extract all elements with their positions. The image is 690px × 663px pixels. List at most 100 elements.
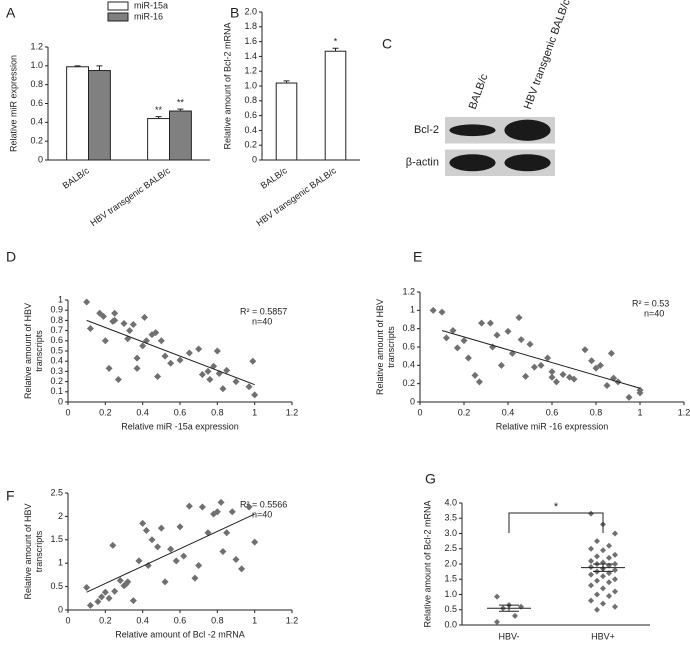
error-bar	[155, 116, 162, 119]
point	[512, 612, 518, 619]
bar	[324, 50, 347, 161]
r-squared: R² = 0.5566	[240, 499, 287, 509]
point	[504, 327, 512, 335]
panel-label: E	[413, 249, 422, 265]
point	[185, 349, 193, 357]
point	[636, 389, 644, 397]
error-bar	[96, 65, 103, 71]
x-tick-label: 0.8	[590, 407, 603, 417]
point	[606, 593, 612, 600]
bar	[88, 70, 111, 161]
point	[588, 582, 594, 589]
x-tick-label: 1.2	[286, 615, 299, 625]
legend-swatch	[107, 1, 129, 11]
y-tick-label: 2.0	[244, 6, 257, 16]
point	[588, 510, 594, 517]
point	[494, 593, 500, 600]
blot-band	[504, 119, 551, 141]
y-tick-label: 1.0	[30, 60, 43, 70]
point	[625, 393, 633, 401]
point	[594, 606, 600, 613]
y-tick-label: 2	[58, 511, 63, 521]
y-tick-label: 3.0	[444, 528, 457, 538]
point	[105, 364, 113, 372]
r-squared: R² = 0.53	[632, 298, 669, 308]
point	[223, 529, 231, 537]
point	[251, 391, 259, 399]
x-tick-label: 0.4	[136, 407, 149, 417]
point	[594, 538, 600, 545]
point	[204, 367, 212, 375]
point	[191, 574, 199, 582]
point	[86, 601, 94, 609]
y-axis-title: Relative amount of HBV	[375, 299, 385, 395]
point	[176, 356, 184, 364]
x-tick-label: HBV+	[591, 631, 615, 641]
legend-label: miR-16	[134, 11, 163, 21]
point	[581, 346, 589, 354]
y-axis-title: Relative amount of Bcl-2 mRNA	[222, 22, 232, 149]
x-tick-label: 0.6	[174, 615, 187, 625]
y-tick-label: 0.4	[244, 125, 257, 135]
point	[245, 383, 253, 391]
point	[548, 368, 556, 376]
point	[612, 588, 618, 595]
point	[515, 314, 523, 322]
error-bar	[332, 47, 339, 52]
point	[612, 530, 618, 537]
y-tick-label: 1.0	[244, 80, 257, 90]
point	[217, 498, 225, 506]
y-tick-label: 2.0	[444, 558, 457, 568]
point	[478, 319, 486, 327]
point	[497, 361, 505, 369]
x-tick-label: 1	[637, 407, 642, 417]
y-tick-label: 1.5	[444, 574, 457, 584]
y-tick-label: 0.6	[402, 341, 415, 351]
point	[251, 538, 259, 546]
point	[198, 503, 206, 511]
point	[198, 370, 206, 378]
point	[552, 378, 560, 386]
point	[612, 567, 618, 574]
trendline	[86, 513, 255, 593]
point	[101, 337, 109, 345]
error-bar	[74, 65, 81, 67]
point	[612, 576, 618, 583]
y-tick-label: 0.8	[244, 95, 257, 105]
y-tick-label: 0.7	[50, 325, 63, 335]
y-tick-label: 0.4	[50, 356, 63, 366]
y-tick-label: 0.5	[50, 345, 63, 355]
point	[517, 336, 525, 344]
point	[167, 359, 175, 367]
error-bar	[593, 563, 613, 572]
point	[612, 551, 618, 558]
point	[111, 587, 119, 595]
error-bar	[177, 108, 184, 112]
x-tick-label: 1.2	[678, 407, 690, 417]
y-tick-label: 0	[252, 154, 257, 164]
point	[111, 309, 119, 317]
point	[559, 371, 567, 378]
significance: *	[334, 37, 338, 47]
y-tick-label: 1.5	[50, 534, 63, 544]
y-tick-label: 0.6	[244, 110, 257, 120]
x-tick-label: 0.2	[99, 615, 112, 625]
x-tick-label: 0	[417, 407, 422, 417]
point	[612, 603, 618, 610]
point	[588, 597, 594, 604]
y-tick-label: 1.8	[244, 21, 257, 31]
y-tick-label: 0.8	[50, 315, 63, 325]
point	[213, 347, 221, 355]
y-tick-label: 1	[58, 294, 63, 304]
x-tick-label: 0	[65, 615, 70, 625]
point	[109, 541, 117, 549]
x-tick-label: 0.2	[99, 407, 112, 417]
n-label: n=40	[644, 308, 664, 318]
point	[460, 337, 468, 345]
point	[486, 319, 494, 327]
point	[83, 584, 91, 592]
point	[133, 354, 141, 362]
point	[99, 312, 107, 320]
y-axis-title: Relative miR expression	[8, 55, 18, 152]
point	[219, 385, 227, 393]
